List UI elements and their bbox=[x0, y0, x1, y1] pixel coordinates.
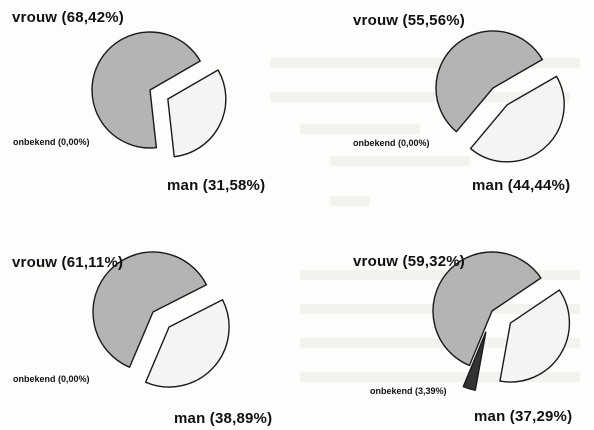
label-man: man (38,89%) bbox=[174, 410, 272, 427]
label-onbekend: onbekend (3,39%) bbox=[370, 386, 447, 396]
pie-chart-1: vrouw (68,42%) man (31,58%) onbekend (0,00… bbox=[12, 9, 265, 194]
pie-chart-3: vrouw (61,11%) man (38,89%) onbekend (0,00… bbox=[12, 252, 272, 427]
label-man: man (31,58%) bbox=[167, 177, 265, 194]
pie-chart-2: vrouw (55,56%) man (44,44%) onbekend (0,00… bbox=[353, 12, 570, 194]
label-man: man (44,44%) bbox=[472, 177, 570, 194]
label-vrouw: vrouw (59,32%) bbox=[353, 253, 465, 270]
label-onbekend: onbekend (0,00%) bbox=[13, 374, 90, 384]
slice-man bbox=[500, 290, 569, 382]
label-onbekend: onbekend (0,00%) bbox=[13, 137, 90, 147]
label-man: man (37,29%) bbox=[474, 408, 572, 425]
label-vrouw: vrouw (68,42%) bbox=[12, 9, 124, 26]
slice-man bbox=[168, 70, 226, 157]
label-vrouw: vrouw (55,56%) bbox=[353, 12, 465, 29]
slice-man bbox=[146, 300, 229, 387]
pie-chart-4: vrouw (59,32%) man (37,29%) onbekend (3,39… bbox=[353, 252, 572, 425]
label-vrouw: vrouw (61,11%) bbox=[12, 254, 123, 271]
label-onbekend: onbekend (0,00%) bbox=[353, 138, 430, 148]
